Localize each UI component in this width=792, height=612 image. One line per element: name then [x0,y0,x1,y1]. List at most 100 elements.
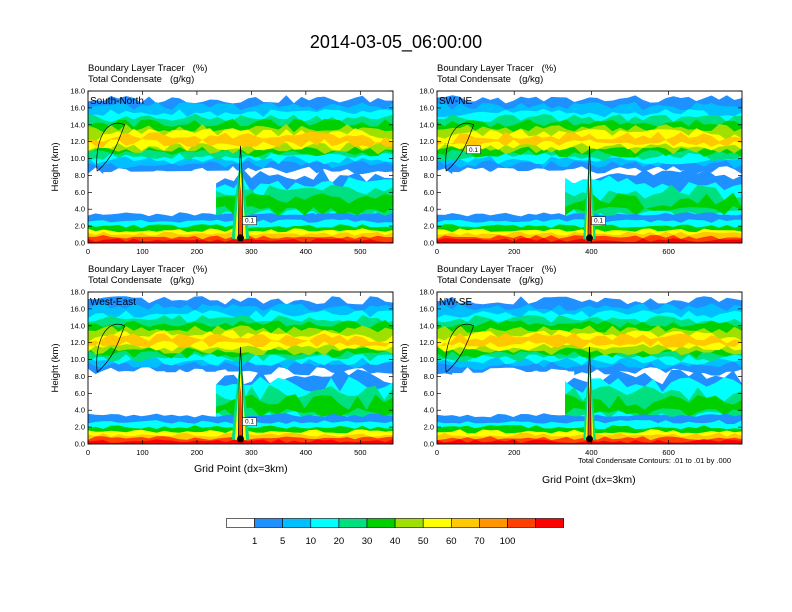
legend-swatch [338,518,368,528]
cloud-band-level-8 [88,333,393,348]
station-marker [586,234,593,242]
station-marker [586,435,593,443]
contour-label: 0.1 [594,218,603,225]
y-tick-label: 12.0 [70,137,85,146]
y-tick-label: 12.0 [70,338,85,347]
y-tick-label: 0.0 [424,239,434,248]
contour-label-box [242,417,257,426]
legend-swatch [394,518,424,528]
subtitle-tracer-unit: (%) [541,63,557,74]
color-legend: 1 5 10 20 30 40 50 60 70 100 [226,518,565,547]
x-tick-label: 200 [508,247,521,256]
legend-swatch [366,518,396,528]
y-tick-label: 4.0 [75,406,85,415]
legend-label: 50 [418,536,429,547]
legend-label: 60 [446,536,457,547]
subtitle-tracer: Boundary Layer Tracer [88,264,185,275]
x-tick-label: 400 [585,247,598,256]
x-tick-label: 500 [354,247,367,256]
y-tick-label: 18.0 [419,87,434,96]
page-title: 2014-03-05_06:00:00 [309,32,483,52]
subtitle-tracer: Boundary Layer Tracer [437,63,534,74]
y-tick-label: 16.0 [70,304,85,313]
clear-air-region [103,371,247,423]
y-tick-label: 4.0 [424,205,434,214]
y-tick-label: 18.0 [70,288,85,297]
legend-label: 1 [252,536,257,547]
y-tick-label: 10.0 [419,154,434,163]
condensate-contour [96,323,126,373]
x-tick-label: 200 [191,448,204,457]
y-tick-label: 14.0 [419,321,434,330]
x-tick-label: 0 [435,247,439,256]
legend-label: 70 [474,536,485,547]
x-tick-label: 300 [245,448,258,457]
panel-subtitle: Boundary Layer Tracer (%) Total Condensat… [88,63,207,85]
condensate-contour [587,145,592,242]
legend-label: 10 [306,536,317,547]
y-tick-label: 18.0 [419,288,434,297]
chart-panel-west-east: 0.1 0.0 2.0 4.0 6.0 8.0 10.0 12.0 14.0 16.0 18.0 0 1… [50,288,394,457]
chart-panel-nw-se: 0.0 2.0 4.0 6.0 8.0 10.0 12.0 14.0 16.0 18.0 0 200 4… [399,288,743,457]
y-tick-label: 6.0 [75,389,85,398]
cloud-band-level-8 [437,332,742,349]
legend-swatch [254,518,284,528]
clear-air-region [452,371,575,423]
plot-frame [436,291,743,445]
contour-label-box [466,145,481,155]
condensate-contour [445,323,475,373]
x-tick-label: 200 [191,247,204,256]
y-tick-label: 2.0 [424,222,434,231]
panel-subtitle: Boundary Layer Tracer (%) Total Condensat… [88,264,207,286]
legend-swatch [422,518,452,528]
y-tick-label: 16.0 [419,103,434,112]
y-tick-label: 2.0 [75,222,85,231]
x-axis-label: Grid Point (dx=3km) [542,474,636,486]
clear-air-region [452,170,575,222]
y-tick-label: 14.0 [70,321,85,330]
contour-label: 0.1 [245,419,254,426]
convective-plume-3 [237,384,244,440]
y-tick-label: 18.0 [70,87,85,96]
x-axis-label: Grid Point (dx=3km) [194,463,288,475]
condensate-contour [237,145,244,242]
chart-panel-sw-ne: 0.1 0.1 0.0 2.0 4.0 6.0 8.0 10.0 12.0 14.0 16.0 18.… [399,87,743,256]
contour-label-box [591,216,606,225]
clear-air-region [103,170,247,222]
subtitle-tracer: Boundary Layer Tracer [437,264,534,275]
legend-swatch [310,518,340,528]
plot-frame [87,90,394,244]
y-tick-label: 10.0 [70,154,85,163]
x-tick-label: 200 [508,448,521,457]
subtitle-condensate: Total Condensate [88,275,162,286]
y-tick-label: 4.0 [424,406,434,415]
mid-level-band-3 [565,184,742,219]
y-axis-label: Height (km) [50,142,61,191]
condensate-contour [96,122,126,172]
y-axis-label: Height (km) [399,343,410,392]
x-tick-label: 0 [435,448,439,457]
x-tick-label: 0 [86,448,90,457]
y-tick-label: 4.0 [75,205,85,214]
y-tick-label: 8.0 [424,171,434,180]
chart-panel-south-north: 0.1 0.0 2.0 4.0 6.0 8.0 10.0 12.0 14.0 16.0 18.0 0 1… [50,87,394,256]
y-tick-label: 6.0 [75,188,85,197]
y-tick-label: 8.0 [75,171,85,180]
plot-frame [436,90,743,244]
legend-label: 20 [334,536,345,547]
y-tick-label: 12.0 [419,338,434,347]
boundary-layer-band-7 [88,238,393,243]
y-axis-label: Height (km) [399,142,410,191]
y-tick-label: 6.0 [424,188,434,197]
y-tick-label: 14.0 [70,120,85,129]
condensate-contour [587,346,592,443]
subtitle-condensate-unit: (g/kg) [169,74,195,85]
y-tick-label: 10.0 [70,355,85,364]
panel-label: West-East [90,297,136,308]
y-tick-label: 14.0 [419,120,434,129]
cloud-band-level-8 [88,131,393,148]
station-marker [237,234,244,242]
convective-plume-3 [587,183,592,239]
y-tick-label: 0.0 [424,440,434,449]
boundary-layer-band-7 [437,238,742,243]
